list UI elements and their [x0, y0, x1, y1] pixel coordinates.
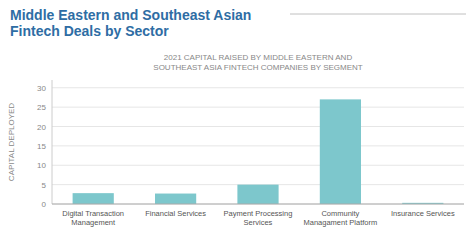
grid-line	[52, 87, 464, 88]
y-axis-label: CAPITAL DEPLOYED	[7, 103, 16, 181]
subtitle: 2021 CAPITAL RAISED BY MIDDLE EASTERN AN…	[153, 53, 362, 72]
y-tick-label: 10	[37, 161, 46, 170]
x-tick-label: Financial Services	[145, 209, 206, 218]
y-axis-line	[52, 80, 53, 204]
bar	[73, 193, 114, 204]
text-line: 2021 CAPITAL RAISED BY MIDDLE EASTERN AN…	[164, 53, 353, 62]
text-line: Managament Platform	[304, 218, 378, 227]
y-tick-label: 15	[37, 142, 46, 151]
grid-line	[52, 126, 464, 127]
bar	[155, 194, 196, 204]
text-line: Fintech Deals by Sector	[10, 23, 169, 39]
text-line: Middle Eastern and Southeast Asian	[10, 7, 251, 23]
grid-line	[52, 145, 464, 146]
y-tick-label: 5	[42, 181, 47, 190]
text-line: Insurance Services	[391, 209, 455, 218]
x-tick-label: CommunityManagament Platform	[304, 209, 378, 227]
x-tick-label: Digital TransactionManagement	[62, 209, 124, 227]
grid-line	[52, 204, 464, 205]
bar	[320, 99, 361, 204]
decor-line	[290, 14, 466, 15]
y-tick-label: 25	[37, 103, 46, 112]
text-line: Digital Transaction	[62, 209, 124, 218]
chart-svg: Middle Eastern and Southeast AsianFintec…	[0, 0, 474, 250]
y-tick-label: 30	[37, 84, 46, 93]
text-line: Management	[71, 218, 116, 227]
text-line: SOUTHEAST ASIA FINTECH COMPANIES BY SEGM…	[153, 63, 362, 72]
bars	[73, 99, 444, 204]
chart-root: Middle Eastern and Southeast AsianFintec…	[0, 0, 474, 250]
text-line: Payment Processing	[224, 209, 293, 218]
bar	[237, 185, 278, 204]
text-line: Financial Services	[145, 209, 206, 218]
grid-line	[52, 165, 464, 166]
x-tick-label: Insurance Services	[391, 209, 455, 218]
y-tick-label: 0	[42, 200, 47, 209]
x-axis-line	[52, 204, 464, 205]
grid-line	[52, 107, 464, 108]
text-line: Community	[321, 209, 359, 218]
x-tick-label: Payment ProcessingServices	[224, 209, 293, 227]
text-line: Services	[244, 218, 273, 227]
y-tick-label: 20	[37, 123, 46, 132]
title: Middle Eastern and Southeast AsianFintec…	[10, 7, 251, 39]
